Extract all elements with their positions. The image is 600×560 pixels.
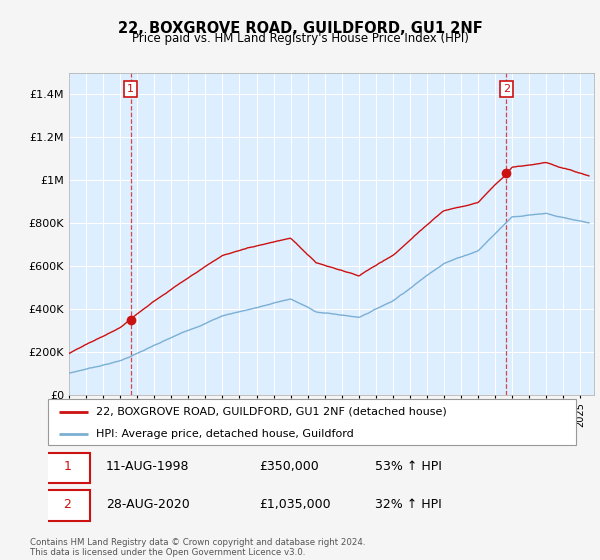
FancyBboxPatch shape bbox=[48, 399, 576, 445]
Text: 22, BOXGROVE ROAD, GUILDFORD, GU1 2NF: 22, BOXGROVE ROAD, GUILDFORD, GU1 2NF bbox=[118, 21, 482, 36]
Text: 11-AUG-1998: 11-AUG-1998 bbox=[106, 460, 190, 473]
Text: HPI: Average price, detached house, Guildford: HPI: Average price, detached house, Guil… bbox=[95, 429, 353, 438]
Text: 32% ↑ HPI: 32% ↑ HPI bbox=[376, 498, 442, 511]
Text: 2: 2 bbox=[64, 498, 71, 511]
Text: 1: 1 bbox=[127, 84, 134, 94]
FancyBboxPatch shape bbox=[46, 491, 90, 521]
Text: Price paid vs. HM Land Registry's House Price Index (HPI): Price paid vs. HM Land Registry's House … bbox=[131, 32, 469, 45]
Text: Contains HM Land Registry data © Crown copyright and database right 2024.
This d: Contains HM Land Registry data © Crown c… bbox=[30, 538, 365, 557]
Text: 1: 1 bbox=[64, 460, 71, 473]
Text: £350,000: £350,000 bbox=[259, 460, 319, 473]
Text: 53% ↑ HPI: 53% ↑ HPI bbox=[376, 460, 442, 473]
FancyBboxPatch shape bbox=[46, 452, 90, 483]
Text: 2: 2 bbox=[503, 84, 510, 94]
Text: £1,035,000: £1,035,000 bbox=[259, 498, 331, 511]
Text: 22, BOXGROVE ROAD, GUILDFORD, GU1 2NF (detached house): 22, BOXGROVE ROAD, GUILDFORD, GU1 2NF (d… bbox=[95, 407, 446, 417]
Text: 28-AUG-2020: 28-AUG-2020 bbox=[106, 498, 190, 511]
